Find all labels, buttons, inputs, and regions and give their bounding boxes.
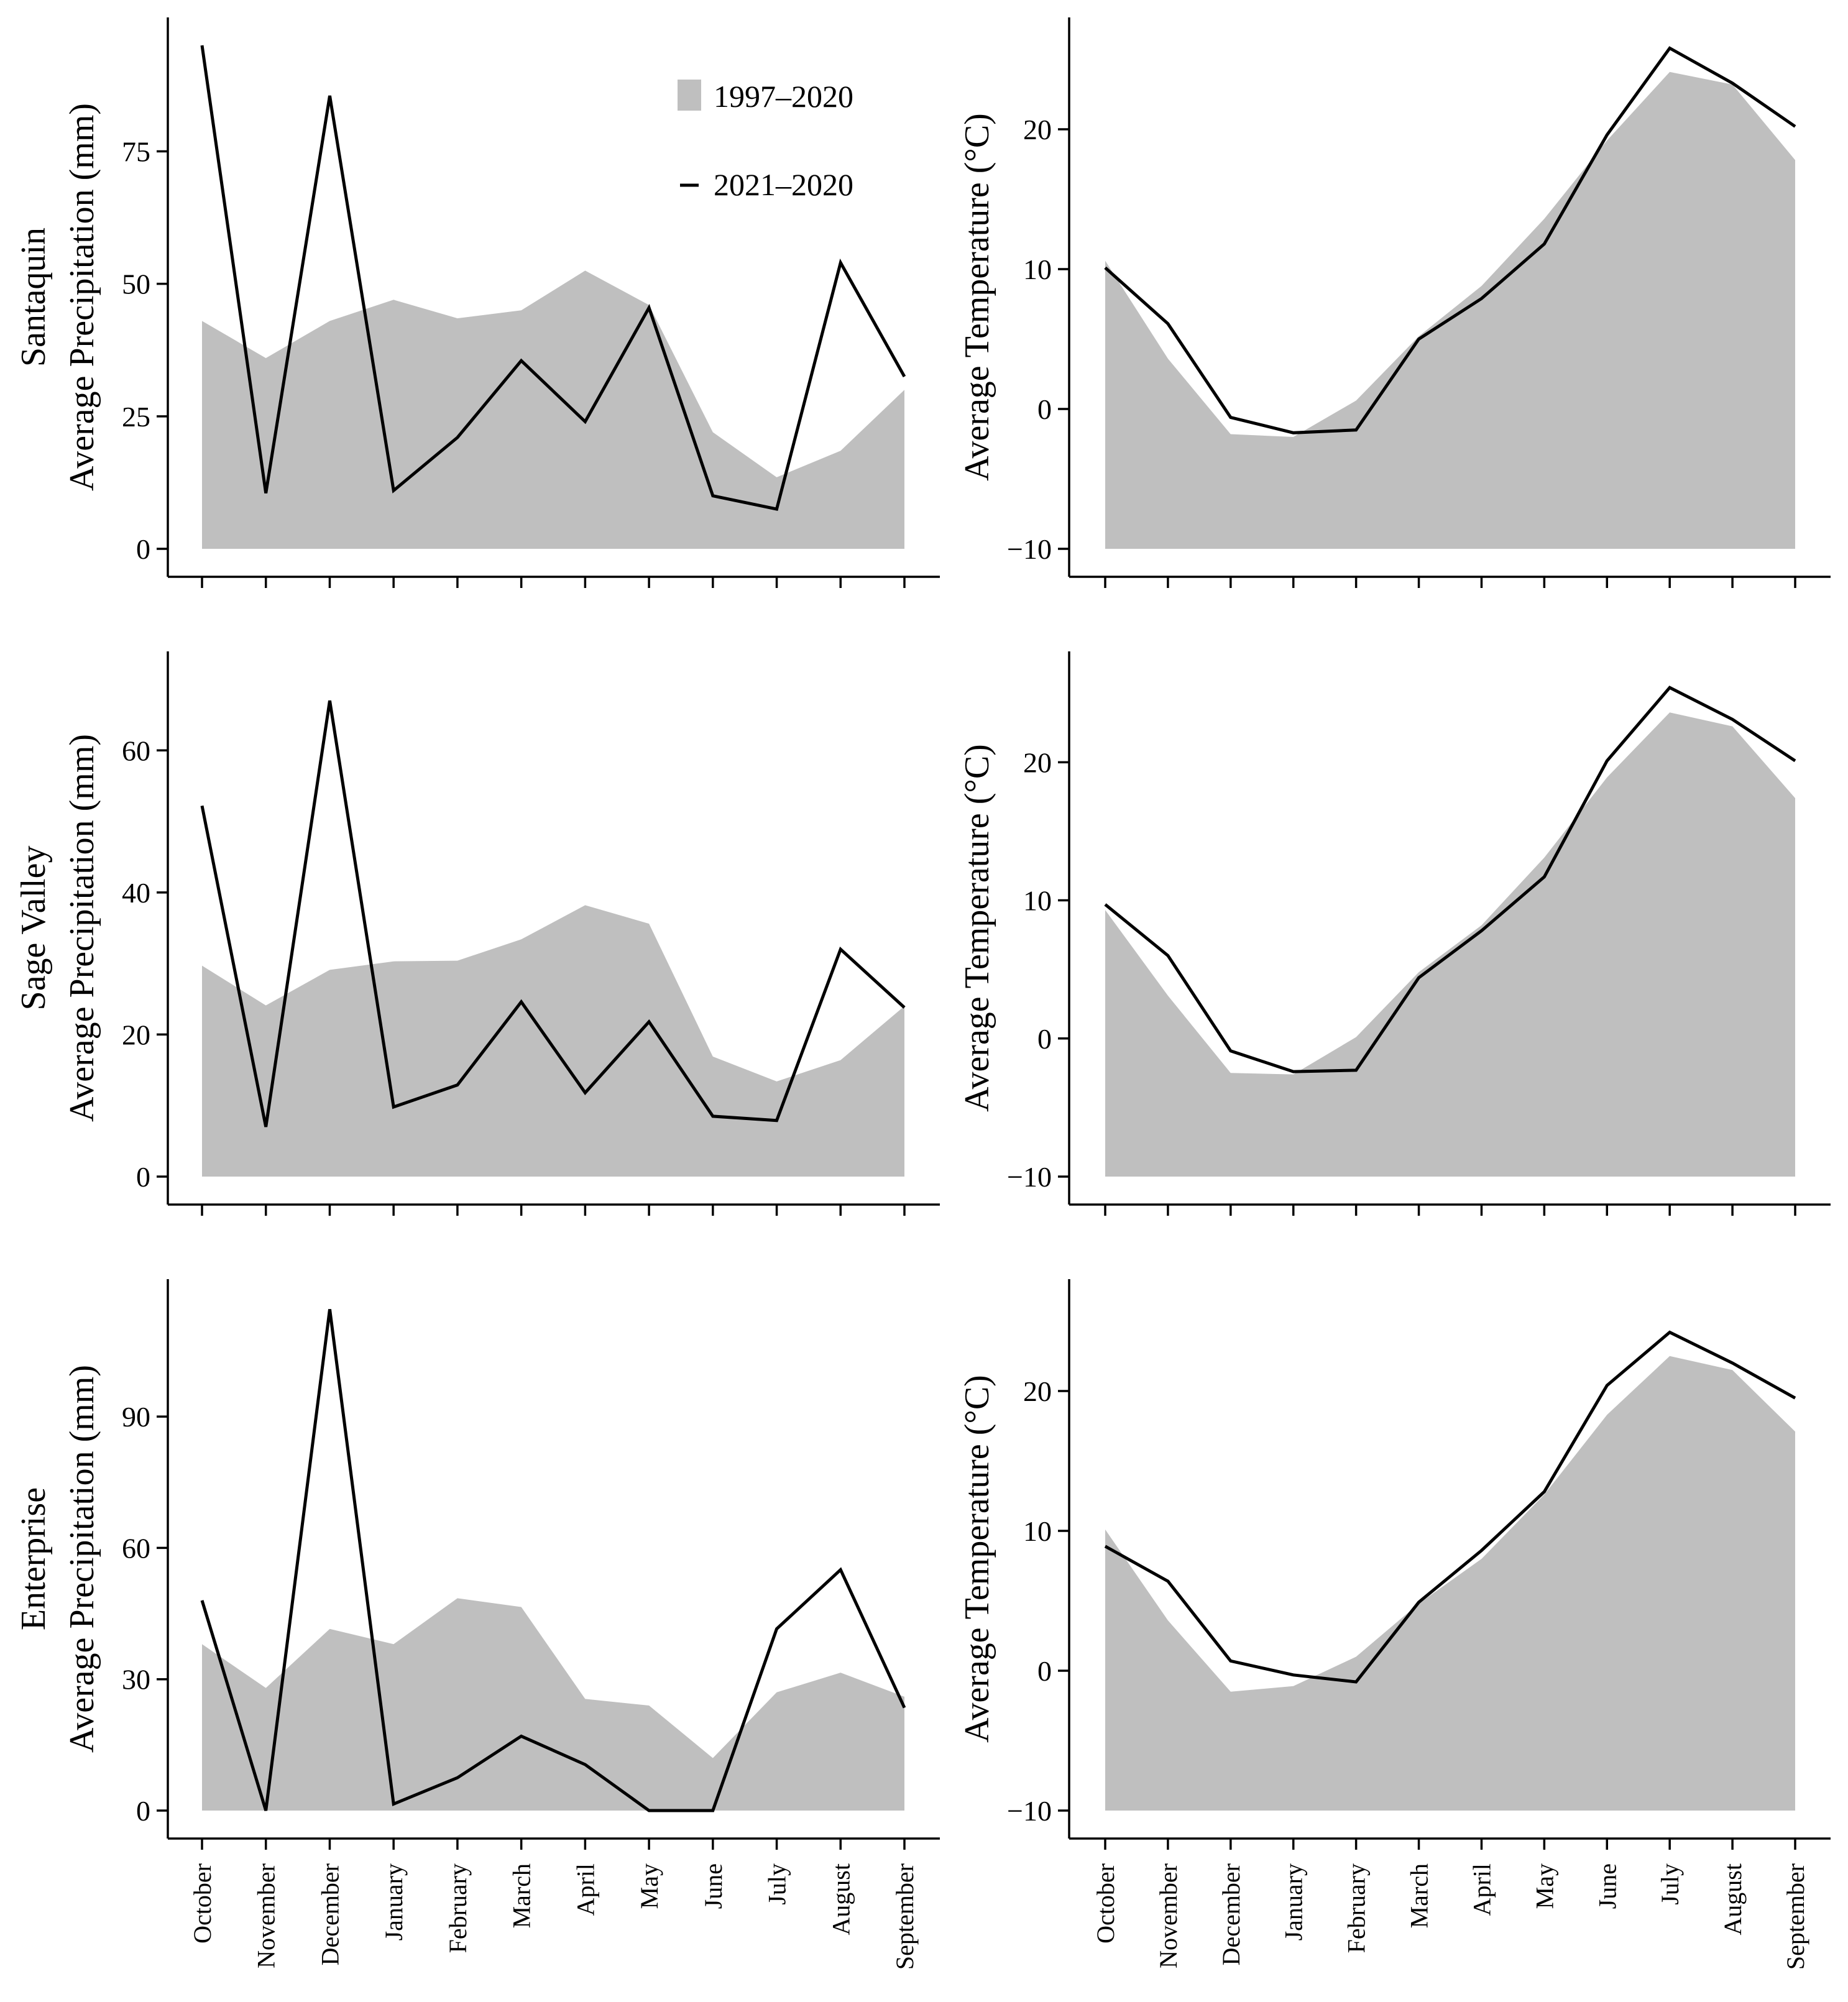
x-tick-label: October bbox=[188, 1863, 216, 1944]
y-tick-label: 0 bbox=[136, 1161, 150, 1193]
line-series bbox=[1104, 686, 1796, 1073]
x-tick-label: October bbox=[1092, 1863, 1119, 1944]
y-axis-title: Average Temperature (°C) bbox=[958, 113, 996, 481]
x-tick-label: April bbox=[571, 1863, 599, 1916]
chart-panel-2: −10 0 10 20 Average Temperature (°C) bbox=[958, 17, 1831, 588]
chart-panel-1: 0 25 50 75 Average Precipitation (mm) Santaqu… bbox=[14, 17, 940, 588]
y-tick-label: 0 bbox=[1037, 1023, 1052, 1055]
y-tick-label: 40 bbox=[122, 877, 150, 909]
line-series bbox=[200, 1309, 906, 1812]
y-tick-label: 60 bbox=[122, 1532, 150, 1564]
y-tick-label: 0 bbox=[1037, 393, 1052, 425]
y-tick-label: 10 bbox=[1023, 254, 1052, 285]
y-tick-label: −10 bbox=[1007, 1161, 1052, 1193]
line-series bbox=[200, 700, 906, 1127]
x-tick-label: September bbox=[1781, 1863, 1809, 1970]
y-axis-title: Average Precipitation (mm) bbox=[63, 734, 101, 1122]
line-series bbox=[1104, 46, 1796, 434]
y-tick-label: 20 bbox=[1023, 746, 1052, 778]
y-axis-title: Average Temperature (°C) bbox=[958, 1375, 996, 1743]
y-tick-label: 10 bbox=[1023, 1515, 1052, 1547]
x-tick-label: July bbox=[1656, 1863, 1684, 1905]
site-label: Enterprise bbox=[14, 1487, 53, 1630]
y-tick-label: 0 bbox=[136, 533, 150, 565]
y-tick-label: 90 bbox=[122, 1401, 150, 1433]
x-tick-label: July bbox=[763, 1863, 791, 1905]
x-tick-label: August bbox=[827, 1863, 855, 1935]
site-label: Santaquin bbox=[14, 227, 53, 367]
chart-panel-4: −10 0 10 20 Average Temperature (°C) bbox=[958, 651, 1831, 1216]
x-tick-label: November bbox=[1154, 1863, 1182, 1968]
legend-area-swatch bbox=[678, 80, 701, 111]
y-tick-label: 0 bbox=[136, 1795, 150, 1827]
x-tick-label: March bbox=[1405, 1863, 1433, 1928]
y-tick-label: 20 bbox=[1023, 114, 1052, 145]
site-label: Sage Valley bbox=[14, 846, 53, 1011]
x-tick-label: December bbox=[316, 1863, 344, 1965]
y-tick-label: −10 bbox=[1007, 1795, 1052, 1827]
y-tick-label: 20 bbox=[122, 1019, 150, 1050]
x-tick-label: June bbox=[1593, 1863, 1621, 1909]
y-tick-label: 20 bbox=[1023, 1375, 1052, 1407]
chart-panel-3: 0 20 40 60 Average Precipitation (mm) Sage Va… bbox=[14, 651, 940, 1216]
x-tick-label: September bbox=[891, 1863, 919, 1970]
x-tick-label: May bbox=[635, 1863, 663, 1909]
legend-line-label: 2021–2020 bbox=[714, 167, 853, 202]
y-tick-label: 10 bbox=[1023, 885, 1052, 917]
y-tick-label: 0 bbox=[1037, 1655, 1052, 1687]
area-series bbox=[202, 270, 904, 549]
area-series bbox=[1105, 712, 1795, 1177]
area-series bbox=[202, 905, 904, 1177]
y-tick-label: 60 bbox=[122, 735, 150, 766]
x-tick-label: January bbox=[1280, 1863, 1308, 1940]
area-series bbox=[1105, 1356, 1795, 1811]
chart-panel-6: −10 0 10 20 Average Temperature (°C) October N… bbox=[958, 1279, 1831, 1970]
y-tick-label: 50 bbox=[122, 269, 150, 300]
y-tick-label: 30 bbox=[122, 1664, 150, 1696]
legend-area-label: 1997–2020 bbox=[714, 79, 853, 114]
legend: 1997–2020 2021–2020 bbox=[678, 79, 853, 202]
y-tick-label: 25 bbox=[122, 401, 150, 433]
chart-panel-5: 0 30 60 90 Average Precipitation (mm) Enterpr… bbox=[14, 1279, 940, 1970]
y-tick-label: −10 bbox=[1007, 533, 1052, 565]
x-tick-label: February bbox=[444, 1863, 472, 1953]
area-series bbox=[202, 1598, 904, 1811]
line-series bbox=[1104, 1330, 1796, 1684]
x-tick-label: April bbox=[1468, 1863, 1496, 1916]
x-tick-label: August bbox=[1719, 1863, 1747, 1935]
x-tick-label: February bbox=[1343, 1863, 1371, 1953]
line-series bbox=[200, 45, 906, 512]
y-axis-title: Average Temperature (°C) bbox=[958, 744, 996, 1112]
x-tick-label: May bbox=[1530, 1863, 1558, 1909]
x-tick-label: November bbox=[252, 1863, 280, 1968]
y-tick-label: 75 bbox=[122, 136, 150, 168]
x-tick-label: December bbox=[1217, 1863, 1245, 1965]
y-axis-title: Average Precipitation (mm) bbox=[63, 103, 101, 491]
x-tick-label: January bbox=[380, 1863, 408, 1940]
y-axis-title: Average Precipitation (mm) bbox=[63, 1365, 101, 1753]
x-tick-label: March bbox=[508, 1863, 536, 1928]
area-series bbox=[1105, 71, 1795, 549]
x-tick-label: June bbox=[699, 1863, 727, 1909]
